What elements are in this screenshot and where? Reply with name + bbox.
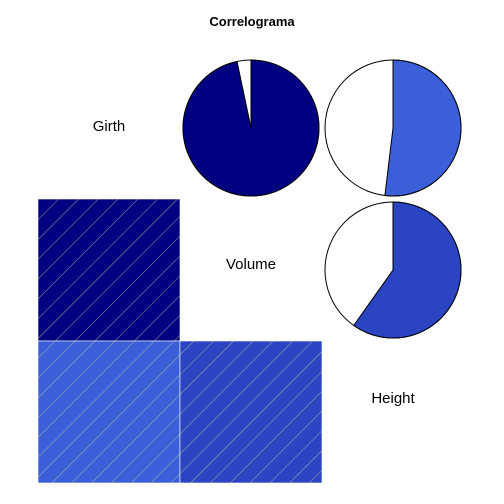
variable-label-volume: Volume <box>226 256 276 273</box>
pie-slice <box>182 59 320 197</box>
pie-girth-height <box>324 59 462 197</box>
shade-height-volume <box>179 340 323 484</box>
shade-hatch <box>180 341 322 483</box>
pie-girth-volume <box>182 59 320 197</box>
upper-panel-pies <box>182 59 462 339</box>
shade-hatch <box>38 199 180 341</box>
lower-panel-shades <box>37 198 323 484</box>
pie-slice <box>353 201 462 339</box>
chart-title: Correlograma <box>209 14 295 29</box>
shade-volume-girth <box>37 198 181 342</box>
pie-slice <box>384 59 462 197</box>
shade-height-girth <box>37 340 181 484</box>
variable-label-girth: Girth <box>93 118 126 135</box>
pie-volume-height <box>324 201 462 339</box>
shade-hatch <box>38 341 180 483</box>
variable-label-height: Height <box>371 390 415 407</box>
